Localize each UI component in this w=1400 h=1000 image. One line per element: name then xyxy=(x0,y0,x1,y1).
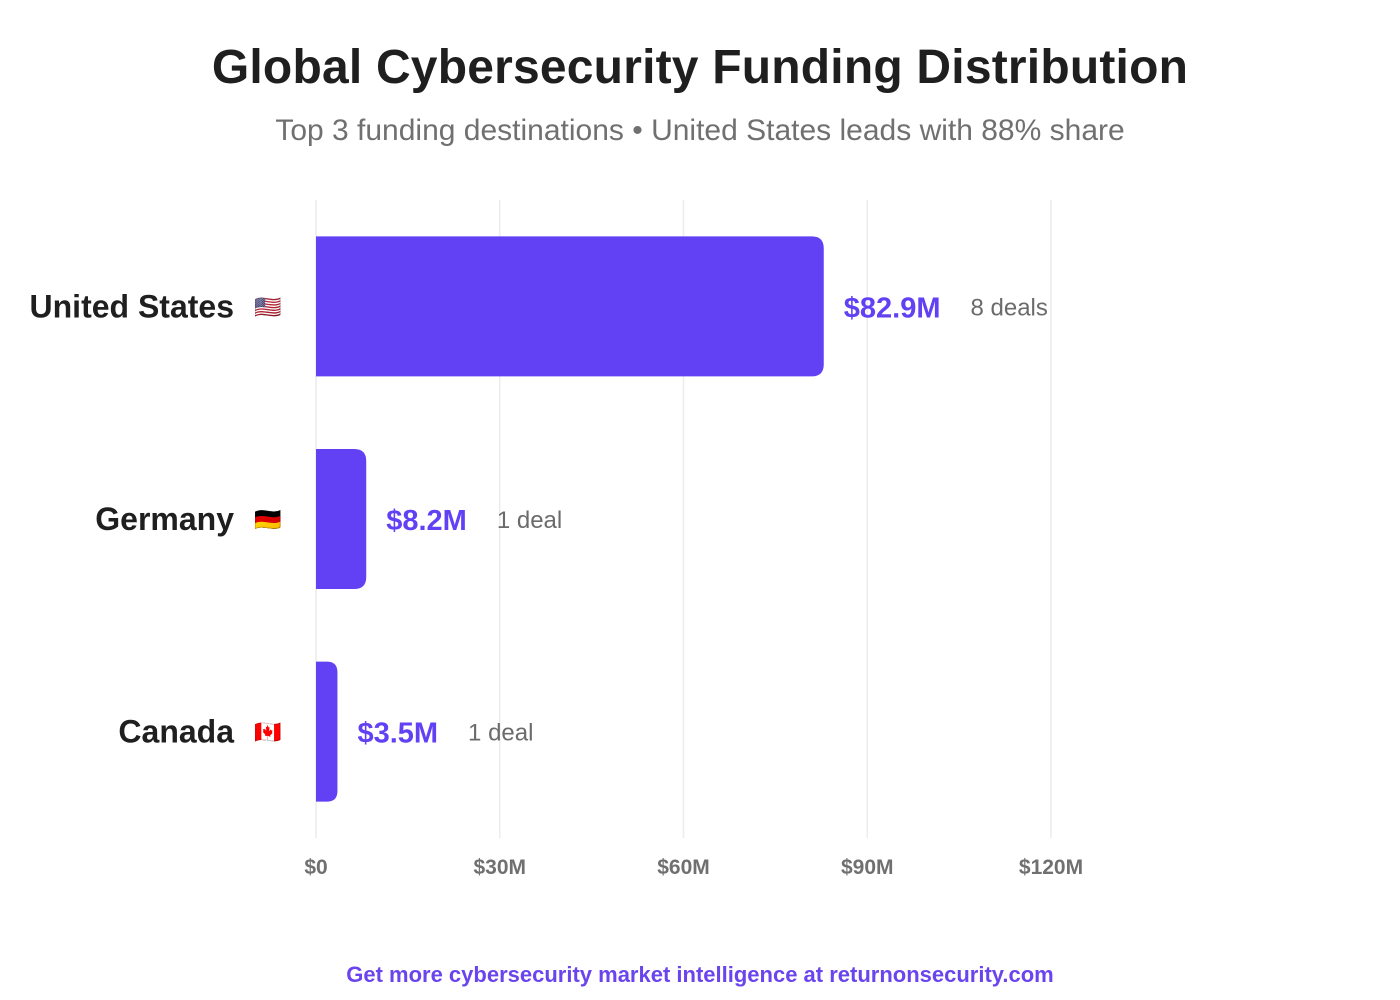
bar-united-states xyxy=(316,236,824,377)
category-label: Germany xyxy=(95,501,234,537)
value-label: $82.9M xyxy=(844,292,941,324)
x-tick-label: $120M xyxy=(1019,856,1083,879)
chart-subtitle: Top 3 funding destinations • United Stat… xyxy=(275,114,1125,147)
flag-icon: 🇨🇦 xyxy=(254,721,281,746)
category-label: Canada xyxy=(118,714,234,750)
x-axis: $0 $30M $60M $90M $120M xyxy=(304,856,1083,879)
bar-canada xyxy=(316,661,338,802)
chart-title: Global Cybersecurity Funding Distributio… xyxy=(211,41,1189,94)
labels: United States 🇺🇸 $82.9M 8 deals Germany 🇩🇪 $8.… xyxy=(30,288,1048,749)
bar-germany xyxy=(316,449,367,589)
x-tick-label: $30M xyxy=(473,856,526,879)
x-tick-label: $0 xyxy=(304,856,327,879)
footer-link[interactable]: Get more cybersecurity market intelligen… xyxy=(346,962,1054,987)
value-label: $3.5M xyxy=(357,718,438,750)
deals-label: 1 deal xyxy=(497,507,562,534)
flag-icon: 🇩🇪 xyxy=(254,508,281,533)
value-label: $8.2M xyxy=(386,505,467,537)
category-label: United States xyxy=(30,288,234,324)
bars xyxy=(316,236,824,802)
flag-icon: 🇺🇸 xyxy=(254,295,281,320)
x-tick-label: $60M xyxy=(657,856,710,879)
deals-label: 8 deals xyxy=(970,294,1047,321)
x-tick-label: $90M xyxy=(841,856,894,879)
deals-label: 1 deal xyxy=(468,720,533,747)
